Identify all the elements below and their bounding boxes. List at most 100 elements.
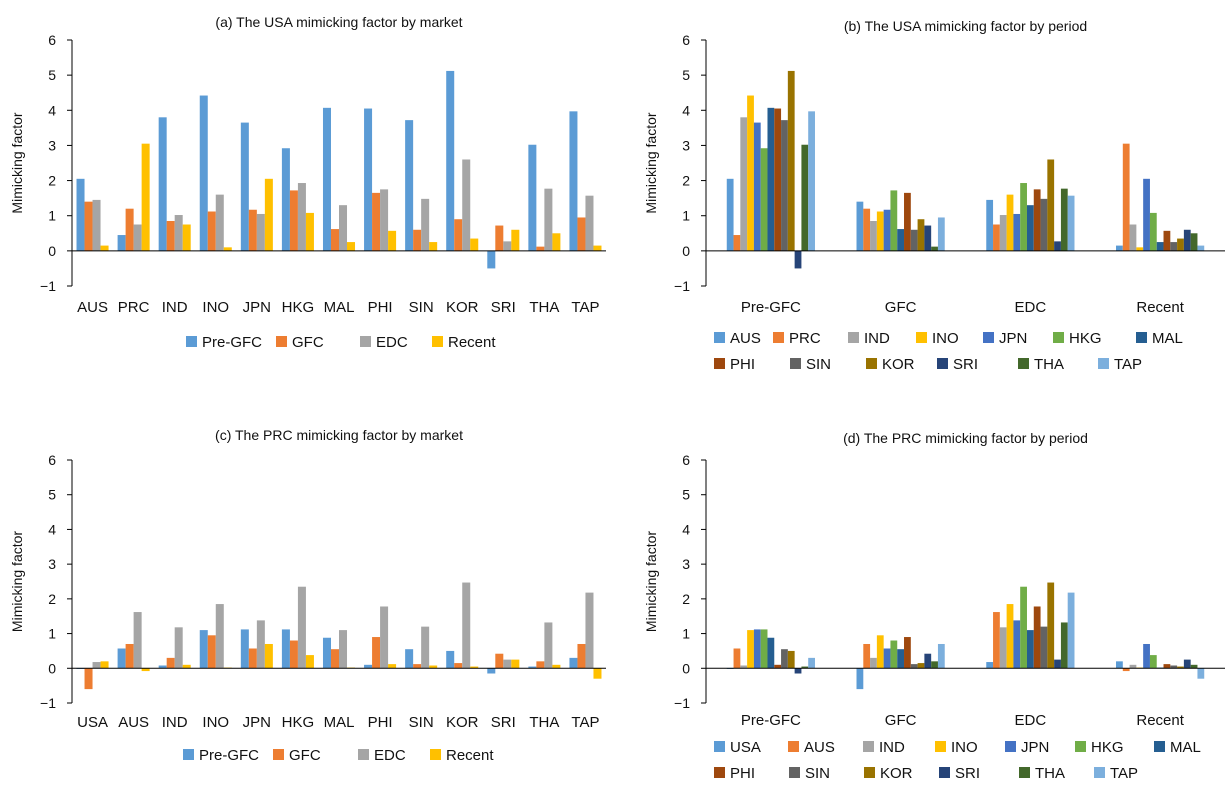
- bar: [84, 668, 93, 690]
- legend-item: Recent: [430, 747, 494, 764]
- bar: [495, 653, 504, 669]
- x-category-label: JPN: [243, 714, 271, 731]
- bar: [856, 201, 864, 251]
- legend-swatch: [1053, 332, 1064, 343]
- x-category-label: Pre-GFC: [741, 299, 801, 316]
- legend-item: PHI: [714, 356, 755, 373]
- x-category-label: TAP: [571, 299, 599, 316]
- bar: [1197, 668, 1205, 679]
- bar: [174, 627, 183, 669]
- legend-label: SRI: [953, 356, 978, 373]
- bar: [429, 242, 438, 251]
- bar: [289, 190, 298, 251]
- bar: [1116, 245, 1123, 251]
- y-tick-label: 2: [48, 173, 56, 189]
- bar: [248, 209, 257, 251]
- legend-swatch: [714, 741, 725, 752]
- legend-swatch: [358, 749, 369, 760]
- y-tick-label: −1: [40, 695, 56, 711]
- bar: [297, 183, 306, 251]
- legend-label: IND: [864, 330, 890, 347]
- bar: [413, 229, 422, 251]
- bar: [917, 663, 925, 669]
- bar: [986, 199, 994, 251]
- bar: [141, 143, 150, 251]
- bar: [223, 247, 232, 251]
- bar: [794, 250, 802, 269]
- legend-swatch: [789, 767, 800, 778]
- bar: [446, 70, 455, 251]
- bar: [330, 229, 339, 251]
- legend-swatch: [773, 332, 784, 343]
- legend-label: JPN: [1021, 739, 1049, 756]
- legend-item: GFC: [276, 334, 324, 351]
- legend-swatch: [1098, 358, 1109, 369]
- bar: [863, 643, 871, 669]
- bar: [372, 192, 381, 251]
- legend-swatch: [983, 332, 994, 343]
- x-category-label: EDC: [1015, 712, 1047, 729]
- bar: [1122, 143, 1130, 251]
- bar: [528, 144, 537, 251]
- bar: [808, 657, 815, 669]
- bar: [876, 635, 884, 669]
- bar: [446, 650, 455, 669]
- bar: [1033, 606, 1041, 669]
- x-category-label: INO: [202, 299, 229, 316]
- legend-swatch: [937, 358, 948, 369]
- bar: [760, 629, 768, 669]
- bar: [133, 224, 142, 251]
- x-category-label: Recent: [1136, 712, 1184, 729]
- y-tick-label: 4: [48, 521, 56, 537]
- y-tick-label: −1: [40, 278, 56, 294]
- bar: [305, 655, 314, 669]
- y-tick-label: −1: [674, 278, 690, 294]
- bar: [76, 178, 85, 251]
- bar: [1170, 665, 1178, 669]
- bar: [166, 220, 175, 251]
- bar: [487, 668, 496, 674]
- bar: [1197, 245, 1205, 251]
- bar: [322, 637, 331, 669]
- bar: [1054, 659, 1061, 669]
- bar: [593, 668, 602, 679]
- legend-label: GFC: [292, 334, 324, 351]
- bar: [1013, 620, 1021, 669]
- bar: [999, 627, 1007, 669]
- bar: [781, 649, 788, 669]
- legend-item: JPN: [983, 330, 1027, 347]
- legend-item: AUS: [714, 330, 761, 347]
- bar: [1060, 188, 1068, 251]
- bar: [585, 195, 594, 251]
- x-category-label: SRI: [491, 299, 516, 316]
- bar: [1040, 626, 1048, 669]
- legend-label: HKG: [1069, 330, 1102, 347]
- x-category-label: PHI: [368, 299, 393, 316]
- bar: [125, 643, 134, 669]
- bar: [931, 661, 938, 669]
- y-tick-label: −1: [674, 695, 690, 711]
- legend-item: THA: [1018, 356, 1064, 373]
- x-category-label: KOR: [446, 714, 479, 731]
- bar: [993, 612, 1000, 669]
- legend-label: PHI: [730, 765, 755, 782]
- bar: [100, 661, 109, 669]
- bar: [536, 246, 545, 251]
- bar: [84, 201, 93, 251]
- bar: [199, 95, 208, 251]
- bar: [593, 245, 602, 251]
- bar: [528, 666, 537, 669]
- chart-title: (b) The USA mimicking factor by period: [844, 18, 1087, 34]
- x-category-label: SIN: [409, 714, 434, 731]
- bar: [787, 70, 795, 251]
- legend-item: Recent: [432, 334, 496, 351]
- x-category-label: THA: [529, 299, 559, 316]
- legend-swatch: [714, 332, 725, 343]
- legend-item: KOR: [864, 765, 913, 782]
- y-axis-label: Mimicking factor: [643, 531, 659, 632]
- y-tick-label: 2: [48, 591, 56, 607]
- legend-label: EDC: [374, 747, 406, 764]
- bar: [917, 219, 925, 251]
- legend-swatch: [276, 336, 287, 347]
- x-category-label: Pre-GFC: [741, 712, 801, 729]
